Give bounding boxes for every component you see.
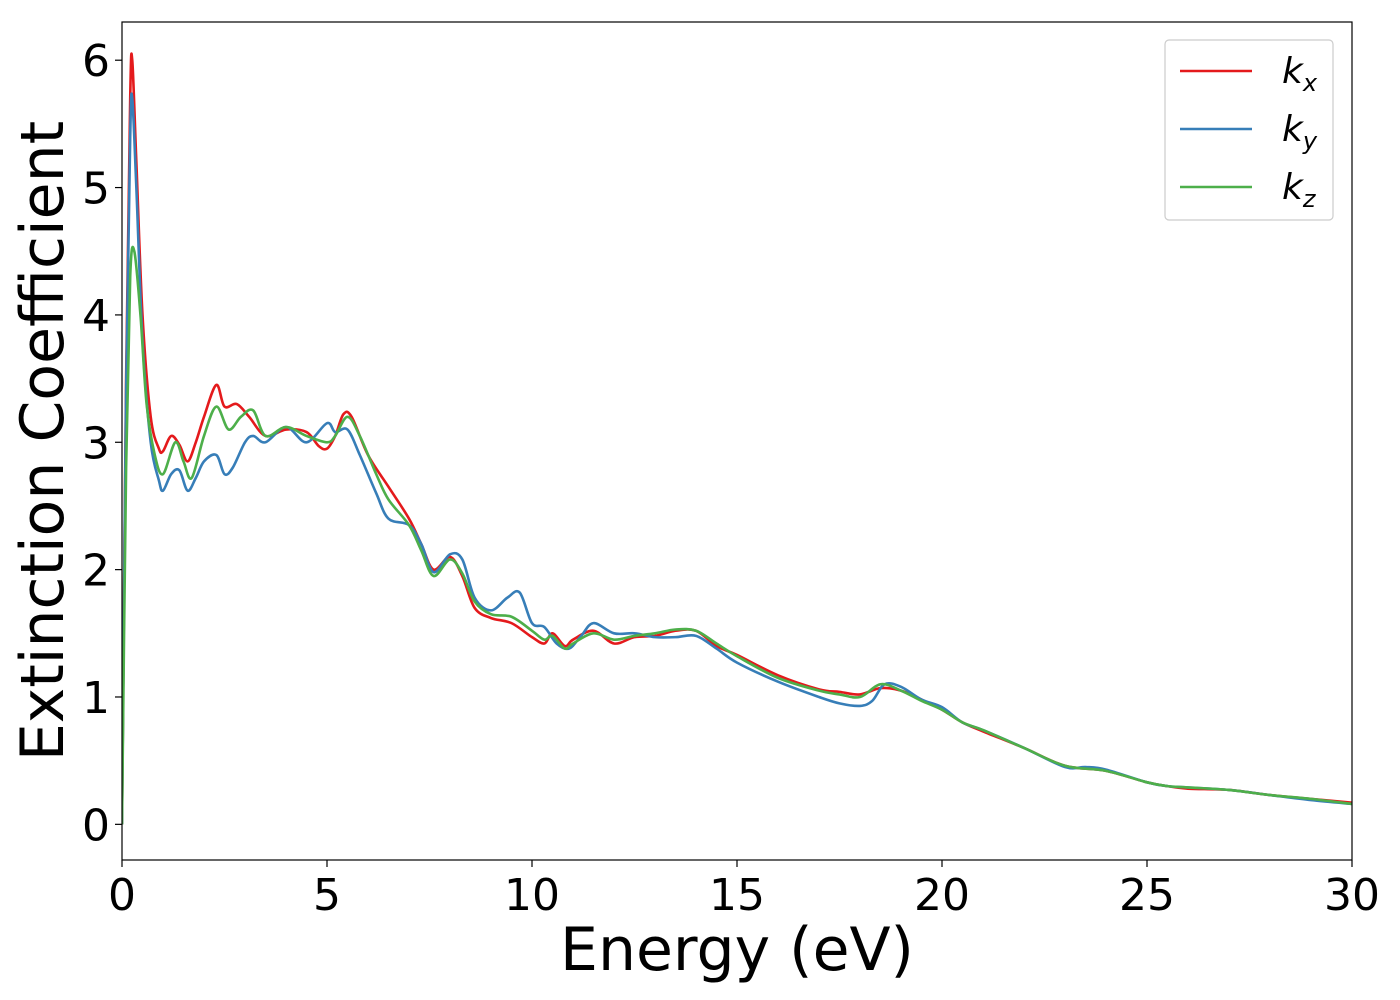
series-line-kz [122, 245, 1352, 825]
x-tick-label: 0 [108, 870, 136, 921]
y-axis-title: Extinction Coefficient [8, 121, 78, 761]
series-layer [122, 52, 1352, 825]
legend-label-ky: ky [1282, 109, 1318, 155]
x-tick-label: 30 [1324, 870, 1380, 921]
y-tick-label: 0 [82, 800, 110, 851]
y-tick-label: 6 [82, 36, 110, 87]
x-tick-label: 15 [709, 870, 765, 921]
x-axis-ticks: 0 5 10 15 20 25 30 [108, 860, 1380, 921]
y-tick-label: 1 [82, 673, 110, 724]
y-tick-label: 3 [82, 418, 110, 469]
legend-label-base: k [1282, 51, 1305, 92]
y-tick-label: 5 [82, 164, 110, 215]
x-tick-label: 25 [1119, 870, 1175, 921]
y-tick-label: 2 [82, 546, 110, 597]
legend-label-base: k [1282, 167, 1305, 208]
legend-label-subscript: y [1302, 127, 1318, 155]
x-tick-label: 20 [914, 870, 970, 921]
x-axis-title: Energy (eV) [560, 915, 914, 985]
x-tick-label: 10 [504, 870, 560, 921]
legend-label-subscript: x [1302, 69, 1318, 97]
y-axis-ticks: 0 1 2 3 4 5 6 [82, 36, 122, 851]
y-tick-label: 4 [82, 291, 110, 342]
legend-label-base: k [1282, 109, 1305, 150]
legend-label-kz: kz [1282, 167, 1317, 213]
legend-label-kx: kx [1282, 51, 1318, 97]
legend-label-subscript: z [1302, 185, 1317, 213]
x-tick-label: 5 [313, 870, 341, 921]
